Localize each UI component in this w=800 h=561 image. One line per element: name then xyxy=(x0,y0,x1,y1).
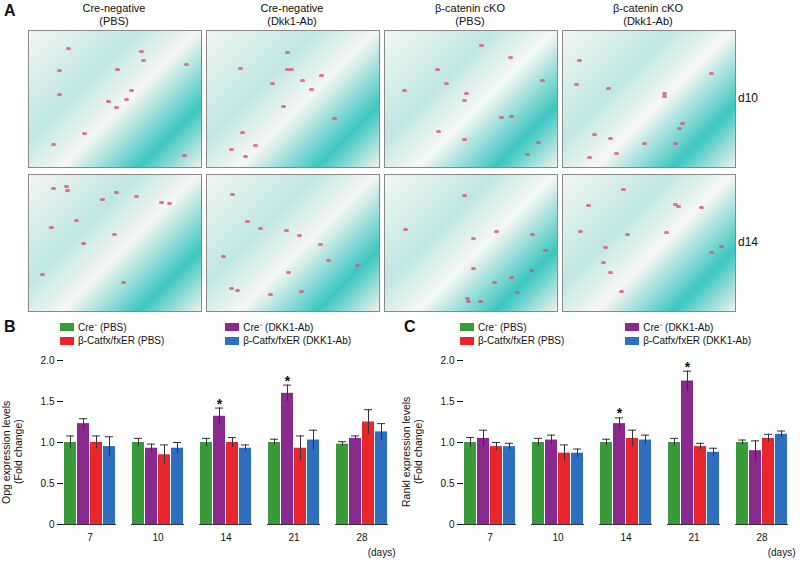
html-text:Cre⁻ (PBS): Cre⁻ (PBS) xyxy=(478,322,527,333)
html-text:(PBS): (PBS) xyxy=(99,15,129,27)
svg-text:10: 10 xyxy=(152,532,164,543)
html-text:(PBS): (PBS) xyxy=(455,15,485,27)
html-text:(Fold change): (Fold change) xyxy=(412,419,424,485)
html-text:A: A xyxy=(4,2,16,19)
html-text:d10: d10 xyxy=(738,91,758,105)
svg-text:10: 10 xyxy=(552,532,564,543)
svg-text:(days): (days) xyxy=(368,547,396,558)
html-text:(Dkk1-Ab): (Dkk1-Ab) xyxy=(623,15,673,27)
html-text:Cre-negative: Cre-negative xyxy=(82,2,146,14)
svg-text:0: 0 xyxy=(49,519,55,530)
html-text:β-catenin cKO: β-catenin cKO xyxy=(435,2,505,14)
html-text:(Dkk1-Ab): (Dkk1-Ab) xyxy=(267,15,317,27)
html-text:β-Catfx/fxER (PBS): β-Catfx/fxER (PBS) xyxy=(78,335,165,346)
svg-text:7: 7 xyxy=(487,532,493,543)
html-text:d14: d14 xyxy=(738,235,758,249)
html-text:B: B xyxy=(4,318,16,335)
svg-text:(days): (days) xyxy=(768,547,796,558)
svg-text:7: 7 xyxy=(87,532,93,543)
svg-text:0.5: 0.5 xyxy=(41,478,55,489)
html-text:Cre-negative: Cre-negative xyxy=(260,2,324,14)
svg-text:0.5: 0.5 xyxy=(441,478,455,489)
html-text:Rankl expression levels: Rankl expression levels xyxy=(400,396,412,508)
svg-text:1.0: 1.0 xyxy=(41,437,55,448)
svg-text:21: 21 xyxy=(688,532,700,543)
html-text:Cre⁻ (DKK1-Ab): Cre⁻ (DKK1-Ab) xyxy=(243,322,314,333)
svg-text:*: * xyxy=(285,373,291,389)
svg-text:0: 0 xyxy=(449,519,455,530)
html-text:β-Catfx/fxER (DKK1-Ab): β-Catfx/fxER (DKK1-Ab) xyxy=(643,335,752,346)
html-text:β-catenin cKO: β-catenin cKO xyxy=(613,2,683,14)
svg-text:14: 14 xyxy=(220,532,232,543)
html-text:Cre⁻ (PBS): Cre⁻ (PBS) xyxy=(78,322,127,333)
html-text:Opg expression levels: Opg expression levels xyxy=(0,400,12,504)
svg-text:*: * xyxy=(685,359,691,375)
svg-text:1.5: 1.5 xyxy=(41,396,55,407)
svg-text:*: * xyxy=(617,405,623,421)
svg-text:2.0: 2.0 xyxy=(41,355,55,366)
html-text:β-Catfx/fxER (DKK1-Ab): β-Catfx/fxER (DKK1-Ab) xyxy=(243,335,352,346)
svg-text:2.0: 2.0 xyxy=(441,355,455,366)
svg-text:1.5: 1.5 xyxy=(441,396,455,407)
svg-text:14: 14 xyxy=(620,532,632,543)
html-text:Cre⁻ (DKK1-Ab): Cre⁻ (DKK1-Ab) xyxy=(643,322,714,333)
svg-text:28: 28 xyxy=(756,532,768,543)
html-text:(Fold change): (Fold change) xyxy=(12,419,24,485)
html-text:C: C xyxy=(404,318,416,335)
svg-text:21: 21 xyxy=(288,532,300,543)
svg-text:*: * xyxy=(217,396,223,412)
svg-text:28: 28 xyxy=(356,532,368,543)
svg-text:1.0: 1.0 xyxy=(441,437,455,448)
html-text:β-Catfx/fxER (PBS): β-Catfx/fxER (PBS) xyxy=(478,335,565,346)
